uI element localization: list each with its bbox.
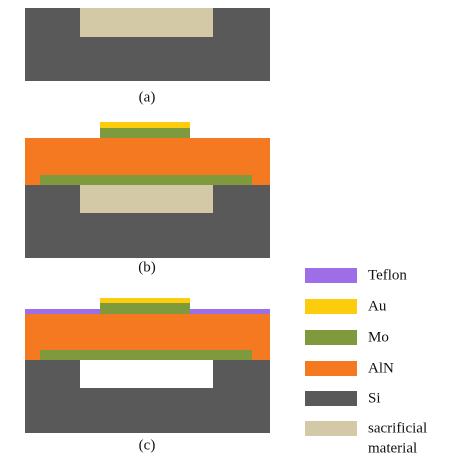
legend-label: AlN — [368, 360, 394, 376]
legend-swatch — [305, 361, 357, 376]
legend-swatch — [305, 391, 357, 406]
legend-label: Au — [368, 298, 387, 314]
au-layer — [100, 122, 190, 128]
panel-b: (b) — [25, 122, 270, 275]
legend-label: Si — [368, 390, 381, 406]
au-layer — [100, 298, 190, 303]
sacrificial-layer — [80, 8, 213, 37]
legend-swatch — [305, 299, 357, 314]
sacrificial-layer — [80, 185, 213, 213]
legend-swatch — [305, 268, 357, 283]
top-mo — [100, 303, 190, 314]
panel-c: (c) — [25, 298, 270, 453]
legend-label: Mo — [368, 329, 389, 345]
panel-label: (b) — [138, 259, 156, 275]
bottom-mo — [40, 350, 252, 360]
legend: Teflon Au Mo AlN Si sacrificial material — [305, 267, 427, 456]
legend-label: Teflon — [368, 267, 407, 283]
bottom-mo — [40, 175, 252, 185]
legend-label: material — [368, 440, 417, 456]
legend-swatch — [305, 330, 357, 345]
panel-label: (c) — [139, 437, 156, 453]
legend-swatch — [305, 421, 357, 436]
top-mo — [100, 128, 190, 138]
legend-label: sacrificial — [368, 420, 427, 436]
cavity — [80, 360, 213, 388]
panel-a: (a) — [25, 8, 270, 105]
panel-label: (a) — [139, 89, 156, 105]
